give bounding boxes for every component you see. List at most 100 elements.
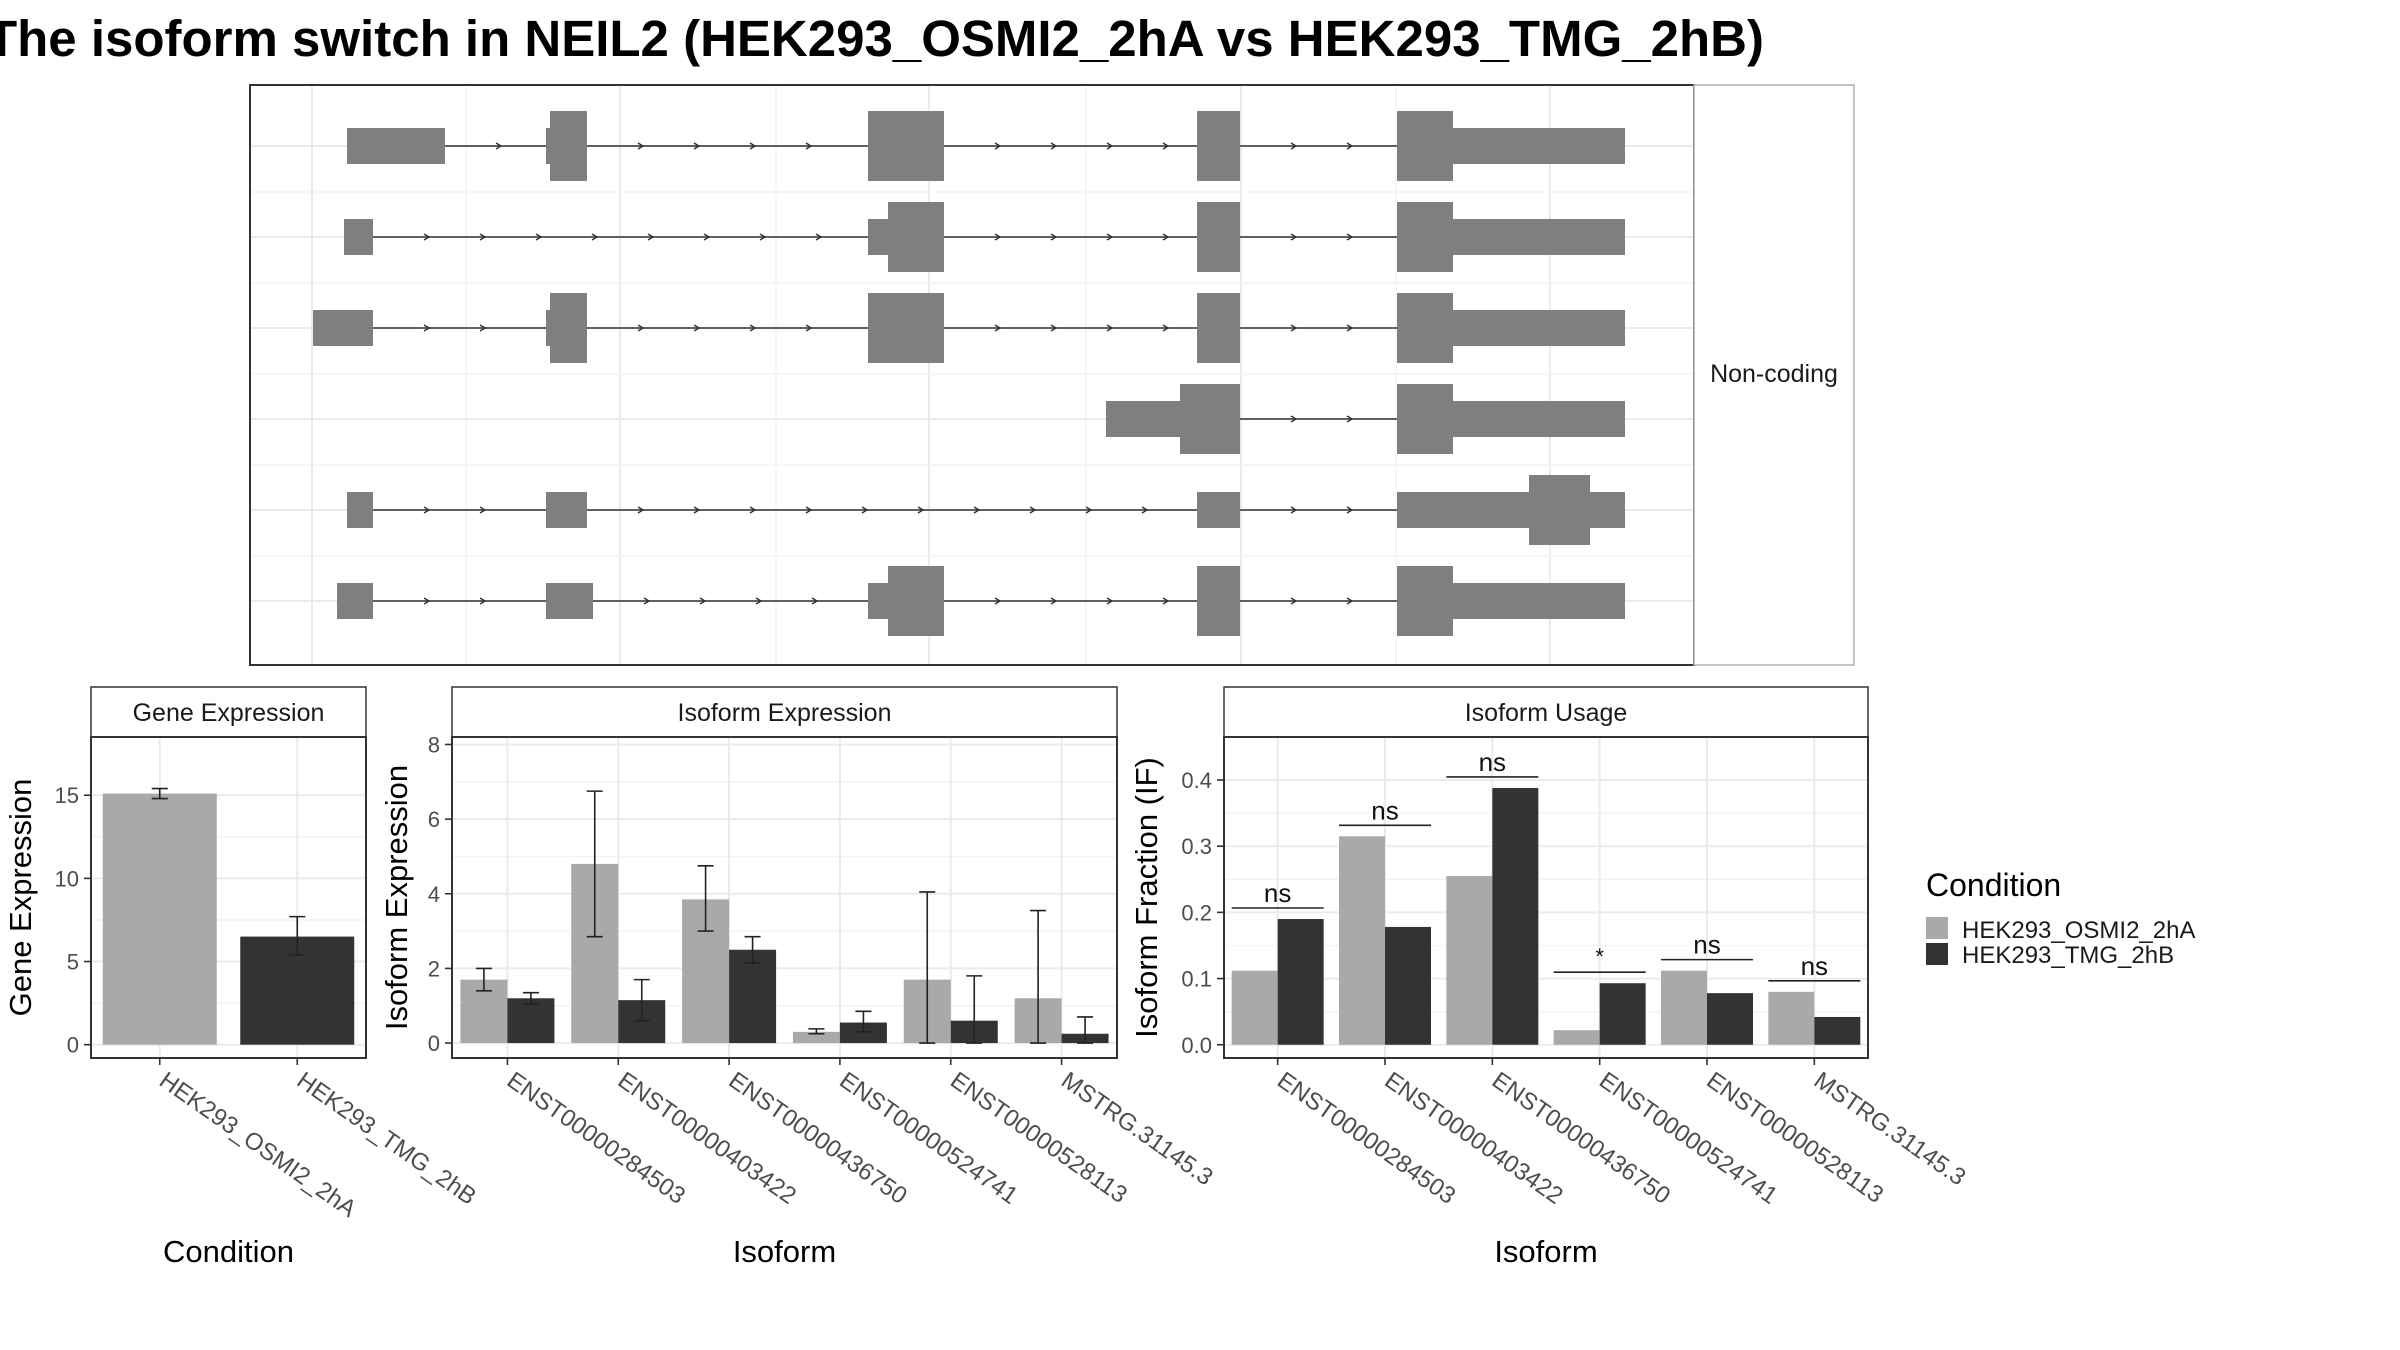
intron-arrow — [1141, 506, 1149, 514]
structure-plot-area — [250, 85, 1694, 665]
y-tick-label: 0.0 — [1181, 1033, 1212, 1058]
coding-exon — [888, 566, 944, 636]
bar — [1768, 991, 1815, 1045]
utr-exon — [1397, 492, 1529, 528]
utr-exon — [546, 128, 550, 164]
coding-exon — [1397, 111, 1453, 181]
intron-arrow — [693, 324, 701, 332]
utr-exon — [546, 310, 550, 346]
condition-legend: Condition HEK293_OSMI2_2hA HEK293_TMG_2h… — [1926, 867, 2195, 969]
intron-arrow — [861, 506, 869, 514]
intron-arrow — [1290, 597, 1298, 605]
coding-exon — [1397, 202, 1453, 272]
y-tick-label: 0 — [428, 1031, 440, 1056]
legend-label-tmg: HEK293_TMG_2hB — [1962, 942, 2174, 969]
intron-arrow — [1346, 415, 1354, 423]
y-axis-title: Isoform Expression — [379, 765, 414, 1030]
intron-arrow — [703, 233, 711, 241]
structure-features — [313, 111, 1625, 636]
y-tick-label: 15 — [55, 783, 79, 808]
intron-arrow — [811, 597, 819, 605]
utr-exon — [1590, 492, 1625, 528]
intron-arrow — [749, 142, 757, 150]
utr-exon — [1106, 401, 1180, 437]
intron-arrow — [994, 324, 1002, 332]
intron-arrow — [1050, 324, 1058, 332]
x-axis-title: Condition — [163, 1234, 294, 1269]
intron-arrow — [699, 597, 707, 605]
intron-arrow — [647, 233, 655, 241]
y-tick-label: 0.2 — [1181, 900, 1212, 925]
x-tick-label: ENST00000284503 — [502, 1067, 690, 1210]
intron-arrow — [643, 597, 651, 605]
coding-exon — [1180, 384, 1240, 454]
intron-arrow — [759, 233, 767, 241]
intron-arrow — [1290, 233, 1298, 241]
significance-label: ns — [1371, 795, 1398, 825]
coding-exon — [1397, 384, 1453, 454]
bar — [1446, 875, 1493, 1045]
x-axis-title: Isoform — [733, 1234, 836, 1269]
coding-exon — [1397, 293, 1453, 363]
coding-exon — [868, 111, 944, 181]
intron-arrow — [805, 324, 813, 332]
intron-arrow — [479, 233, 487, 241]
significance-label: * — [1595, 944, 1604, 969]
coding-exon — [1397, 566, 1453, 636]
legend-swatch-osmi2 — [1926, 917, 1948, 939]
bar — [1707, 993, 1753, 1045]
bar — [729, 949, 777, 1044]
bar — [1277, 919, 1324, 1045]
x-tick-label: ENST00000528113 — [945, 1067, 1132, 1209]
bar — [1231, 970, 1278, 1045]
coding-exon — [550, 111, 587, 181]
x-tick-label: ENST00000528113 — [1702, 1067, 1889, 1209]
bar — [1553, 1030, 1600, 1045]
panel-title: Gene Expression — [133, 699, 325, 727]
bar — [507, 998, 555, 1044]
y-tick-label: 0.3 — [1181, 834, 1212, 859]
bar — [792, 1031, 840, 1044]
bar — [1661, 970, 1707, 1045]
significance-label: ns — [1479, 747, 1506, 777]
bar — [1492, 787, 1539, 1045]
intron-arrow — [479, 506, 487, 514]
utr-exon — [1453, 583, 1625, 619]
panel-title: Isoform Expression — [678, 699, 892, 727]
intron-arrow — [1346, 142, 1354, 150]
panel-border — [451, 736, 1118, 1059]
intron-arrow — [1162, 142, 1170, 150]
bar — [1814, 1016, 1861, 1045]
bar — [1599, 983, 1646, 1045]
intron-arrow — [1050, 597, 1058, 605]
intron-arrow — [805, 506, 813, 514]
x-tick-label: ENST00000403422 — [1380, 1067, 1568, 1210]
utr-exon — [337, 583, 373, 619]
intron-arrow — [1346, 324, 1354, 332]
structure-panel: Non-coding — [249, 84, 1855, 666]
intron-arrow — [1346, 506, 1354, 514]
y-axis-title: Isoform Fraction (IF) — [1129, 757, 1164, 1038]
coding-exon — [1197, 202, 1240, 272]
intron-arrow — [994, 597, 1002, 605]
utr-exon — [347, 492, 373, 528]
legend-label-osmi2: HEK293_OSMI2_2hA — [1962, 917, 2195, 944]
intron-arrow — [1346, 233, 1354, 241]
y-tick-label: 10 — [55, 866, 79, 891]
x-tick-label: ENST00000284503 — [1272, 1067, 1460, 1210]
intron-arrow — [805, 142, 813, 150]
y-tick-label: 8 — [428, 732, 440, 757]
significance-label: ns — [1264, 878, 1291, 908]
intron-arrow — [1162, 324, 1170, 332]
y-tick-label: 0 — [67, 1033, 79, 1058]
utr-exon — [868, 583, 888, 619]
utr-exon — [1453, 310, 1625, 346]
intron-arrow — [755, 597, 763, 605]
intron-arrow — [637, 324, 645, 332]
utr-exon — [546, 583, 593, 619]
intron-arrow — [591, 233, 599, 241]
utr-exon — [1197, 492, 1240, 528]
x-tick-label: ENST00000436750 — [1487, 1067, 1675, 1210]
intron-arrow — [1106, 233, 1114, 241]
y-tick-label: 0.1 — [1181, 967, 1212, 992]
